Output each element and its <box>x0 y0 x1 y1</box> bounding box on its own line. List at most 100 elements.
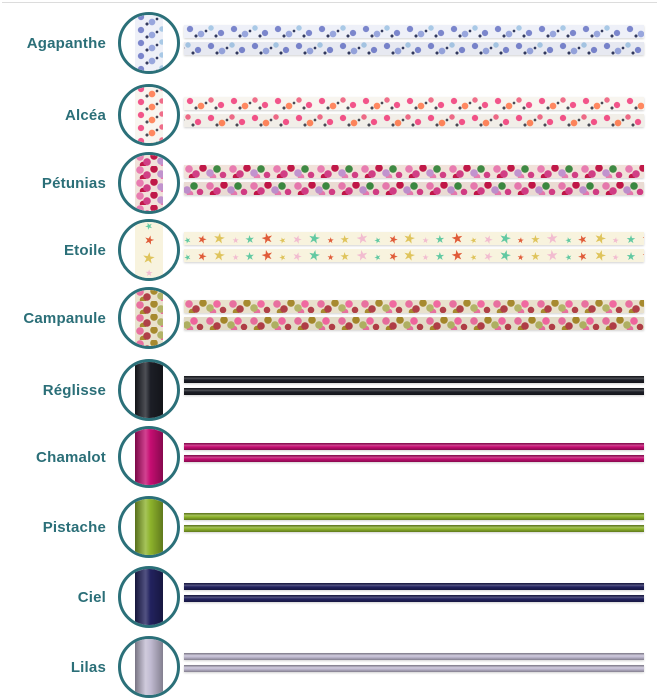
star-icon: ★ <box>354 249 370 262</box>
swatch-circle[interactable] <box>118 636 180 698</box>
sample-strip-top <box>184 300 644 313</box>
star-icon: ★ <box>339 233 351 245</box>
star-icon: ★ <box>611 235 621 245</box>
star-icon: ★ <box>212 232 227 245</box>
sample-strip-top <box>184 97 644 110</box>
star-icon: ★ <box>576 232 590 245</box>
product-option-label: Chamalot <box>36 448 106 466</box>
cord-color-options-chart: Agapanthe Alcéa Pétunias Etoile ★ ★ ★ ★ <box>0 12 657 698</box>
star-icon: ★ <box>497 232 514 245</box>
star-icon: ★ <box>386 249 400 262</box>
sample-strip-bottom <box>184 114 644 127</box>
swatch-zoom-strip <box>135 290 163 346</box>
sample-strip-top <box>184 443 644 450</box>
swatch-zoom-strip <box>135 15 163 71</box>
star-icon: ★ <box>339 250 351 262</box>
product-option-row: Chamalot <box>0 426 657 488</box>
sample-strips <box>184 12 644 74</box>
sample-strip-bottom <box>184 525 644 532</box>
star-icon: ★ <box>354 232 370 245</box>
star-icon: ★ <box>307 232 323 245</box>
swatch-zoom-strip <box>135 155 163 211</box>
star-icon: ★ <box>592 249 609 262</box>
sample-strip-bottom: ★★★★★★★★★★★★★★★★★★★★★★★★★★★★★★★★★★ <box>184 249 644 262</box>
star-icon: ★ <box>611 252 621 262</box>
product-option-label: Etoile <box>63 241 106 259</box>
star-icon: ★ <box>141 232 157 249</box>
sample-strip-top <box>184 513 644 520</box>
star-icon: ★ <box>402 249 418 262</box>
star-icon: ★ <box>290 232 304 245</box>
star-icon: ★ <box>640 232 644 245</box>
sample-strips <box>184 359 644 421</box>
swatch-circle[interactable]: ★ ★ ★ ★ <box>118 219 180 281</box>
sample-strip-top <box>184 653 644 660</box>
star-icon: ★ <box>434 233 446 245</box>
star-icon: ★ <box>530 251 541 262</box>
sample-strip-bottom <box>184 665 644 672</box>
swatch-circle[interactable] <box>118 12 180 74</box>
star-icon: ★ <box>184 251 193 262</box>
product-option-label: Campanule <box>23 309 106 327</box>
swatch-circle[interactable] <box>118 152 180 214</box>
star-icon: ★ <box>326 235 335 245</box>
star-icon: ★ <box>449 249 465 262</box>
star-icon: ★ <box>195 232 209 245</box>
star-icon: ★ <box>449 232 465 245</box>
swatch-zoom-strip <box>135 429 163 485</box>
star-icon: ★ <box>277 235 288 245</box>
star-icon: ★ <box>373 235 383 245</box>
star-icon: ★ <box>144 268 154 279</box>
swatch-zoom-strip <box>135 362 163 418</box>
star-icon: ★ <box>244 250 256 262</box>
swatch-circle[interactable] <box>118 84 180 146</box>
sample-strip-top <box>184 376 644 383</box>
sample-strip-bottom <box>184 182 644 195</box>
star-icon: ★ <box>576 249 590 262</box>
star-icon: ★ <box>625 250 636 262</box>
sample-strip-bottom <box>184 595 644 602</box>
product-option-row: Agapanthe <box>0 12 657 74</box>
star-icon: ★ <box>481 232 495 245</box>
sample-strip-bottom <box>184 455 644 462</box>
swatch-zoom-strip <box>135 499 163 555</box>
star-icon: ★ <box>545 232 560 245</box>
sample-strips <box>184 287 644 349</box>
star-icon: ★ <box>402 232 418 245</box>
sample-strips <box>184 426 644 488</box>
sample-strip-top <box>184 25 644 38</box>
sample-strip-top <box>184 165 644 178</box>
star-icon: ★ <box>212 249 227 262</box>
star-icon: ★ <box>141 248 157 268</box>
star-icon: ★ <box>640 249 644 262</box>
star-icon: ★ <box>258 249 275 262</box>
star-icon: ★ <box>497 249 514 262</box>
star-icon: ★ <box>244 233 256 245</box>
star-icon: ★ <box>195 249 209 262</box>
sample-strips <box>184 496 644 558</box>
swatch-circle[interactable] <box>118 426 180 488</box>
swatch-zoom-strip: ★ ★ ★ ★ <box>135 222 163 279</box>
star-icon: ★ <box>481 249 495 262</box>
product-option-row: Etoile ★ ★ ★ ★ ★ ★ ★ ★ ★ ★ ★ ★ ★ ★ ★ ★ ★ ★ ★ ★ ★ ★ ★ ★ ★ ★ ★ ★ ★ ★ ★ ★… <box>0 219 657 281</box>
swatch-zoom-strip <box>135 569 163 625</box>
star-icon: ★ <box>516 252 525 262</box>
product-option-row: Pistache <box>0 496 657 558</box>
swatch-circle[interactable] <box>118 359 180 421</box>
swatch-circle[interactable] <box>118 566 180 628</box>
product-option-label: Lilas <box>70 658 106 676</box>
product-option-row: Lilas <box>0 636 657 698</box>
sample-strips <box>184 566 644 628</box>
star-icon: ★ <box>373 252 383 262</box>
product-option-label: Pétunias <box>41 174 106 192</box>
star-icon: ★ <box>421 235 430 245</box>
sample-strip-bottom <box>184 317 644 330</box>
star-icon: ★ <box>563 252 574 262</box>
swatch-circle[interactable] <box>118 496 180 558</box>
swatch-circle[interactable] <box>118 287 180 349</box>
star-icon: ★ <box>468 235 478 245</box>
star-icon: ★ <box>625 233 636 245</box>
star-icon: ★ <box>307 249 323 262</box>
star-icon: ★ <box>277 252 288 262</box>
star-icon: ★ <box>258 232 275 245</box>
